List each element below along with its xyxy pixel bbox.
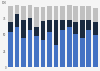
Bar [21, 6, 26, 20]
Bar [93, 35, 98, 67]
Bar [41, 21, 45, 40]
Bar [73, 6, 78, 22]
Bar [60, 20, 65, 30]
Bar [73, 22, 78, 34]
Bar [80, 38, 85, 67]
Bar [93, 8, 98, 22]
Bar [86, 30, 91, 67]
Bar [28, 18, 32, 30]
Bar [34, 7, 39, 27]
Bar [73, 34, 78, 67]
Bar [28, 30, 32, 67]
Bar [86, 6, 91, 20]
Bar [54, 20, 58, 45]
Bar [47, 32, 52, 67]
Bar [60, 30, 65, 67]
Bar [41, 7, 45, 21]
Bar [8, 6, 13, 22]
Bar [8, 32, 13, 67]
Bar [80, 6, 85, 20]
Bar [21, 38, 26, 67]
Bar [67, 5, 71, 20]
Bar [34, 36, 39, 67]
Bar [80, 20, 85, 38]
Bar [14, 27, 19, 67]
Bar [93, 22, 98, 35]
Bar [60, 6, 65, 20]
Bar [47, 6, 52, 20]
Bar [54, 6, 58, 20]
Bar [8, 22, 13, 32]
Bar [21, 20, 26, 38]
Bar [14, 5, 19, 14]
Bar [47, 20, 52, 32]
Bar [14, 14, 19, 27]
Bar [54, 45, 58, 67]
Bar [34, 27, 39, 36]
Bar [86, 20, 91, 30]
Bar [41, 40, 45, 67]
Bar [67, 20, 71, 27]
Bar [28, 5, 32, 18]
Bar [67, 27, 71, 67]
